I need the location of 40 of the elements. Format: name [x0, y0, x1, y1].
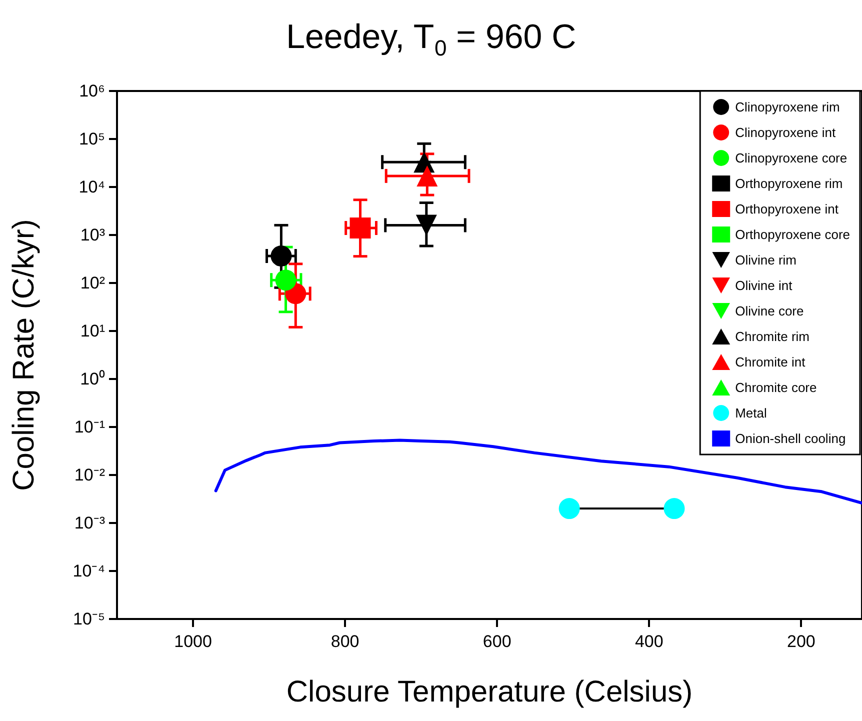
x-tick-label: 800 [330, 632, 360, 651]
y-tick-label: 10⁻⁵ [73, 610, 105, 628]
legend-label: Olivine rim [735, 252, 797, 268]
point [350, 217, 371, 238]
point [558, 498, 580, 520]
legend-label: Olivine int [735, 278, 793, 293]
point [270, 246, 292, 267]
point [664, 498, 685, 520]
y-tick-label: 10⁵ [79, 130, 105, 148]
legend-label: Metal [735, 406, 768, 420]
x-tick-label: 400 [634, 632, 664, 651]
y-tick-label: 10⁻⁴ [72, 562, 105, 580]
legend-label: Chromite rim [735, 329, 810, 344]
legend-label: Onion-shell cooling [735, 431, 846, 446]
legend-label: Orthopyroxene core [735, 227, 850, 242]
legend-label: Clinopyroxene core [735, 150, 848, 166]
x-tick-label: 600 [482, 632, 512, 651]
legend-label: Orthopyroxene rim [735, 176, 843, 191]
legend-label: Clinopyroxene int [735, 125, 836, 140]
point [275, 270, 296, 291]
legend-label: Chromite int [735, 354, 806, 370]
y-tick-label: 10⁻³ [74, 514, 106, 532]
x-tick-label: 1000 [174, 632, 212, 651]
x-axis-title: Closure Temperature (Celsius) [286, 676, 693, 708]
x-tick-label: 200 [786, 632, 816, 651]
legend-label: Orthopyroxene int [735, 202, 839, 216]
point [416, 165, 438, 186]
y-axis-title: Cooling Rate (C/kyr) [8, 219, 40, 491]
legend-label: Chromite core [735, 380, 817, 395]
y-tick-label: 10⁰ [80, 370, 105, 388]
legend-label: Olivine core [735, 304, 804, 318]
y-tick-label: 10⁻² [74, 466, 106, 484]
y-tick-label: 10⁻¹ [74, 418, 106, 436]
y-tick-label: 10³ [80, 226, 106, 244]
y-tick-label: 10¹ [80, 322, 106, 340]
legend-label: Clinopyroxene rim [735, 100, 840, 114]
y-tick-label: 10⁴ [78, 178, 105, 196]
y-tick-label: 10⁶ [79, 82, 105, 100]
y-tick-label: 10² [80, 274, 106, 292]
point [416, 214, 437, 236]
